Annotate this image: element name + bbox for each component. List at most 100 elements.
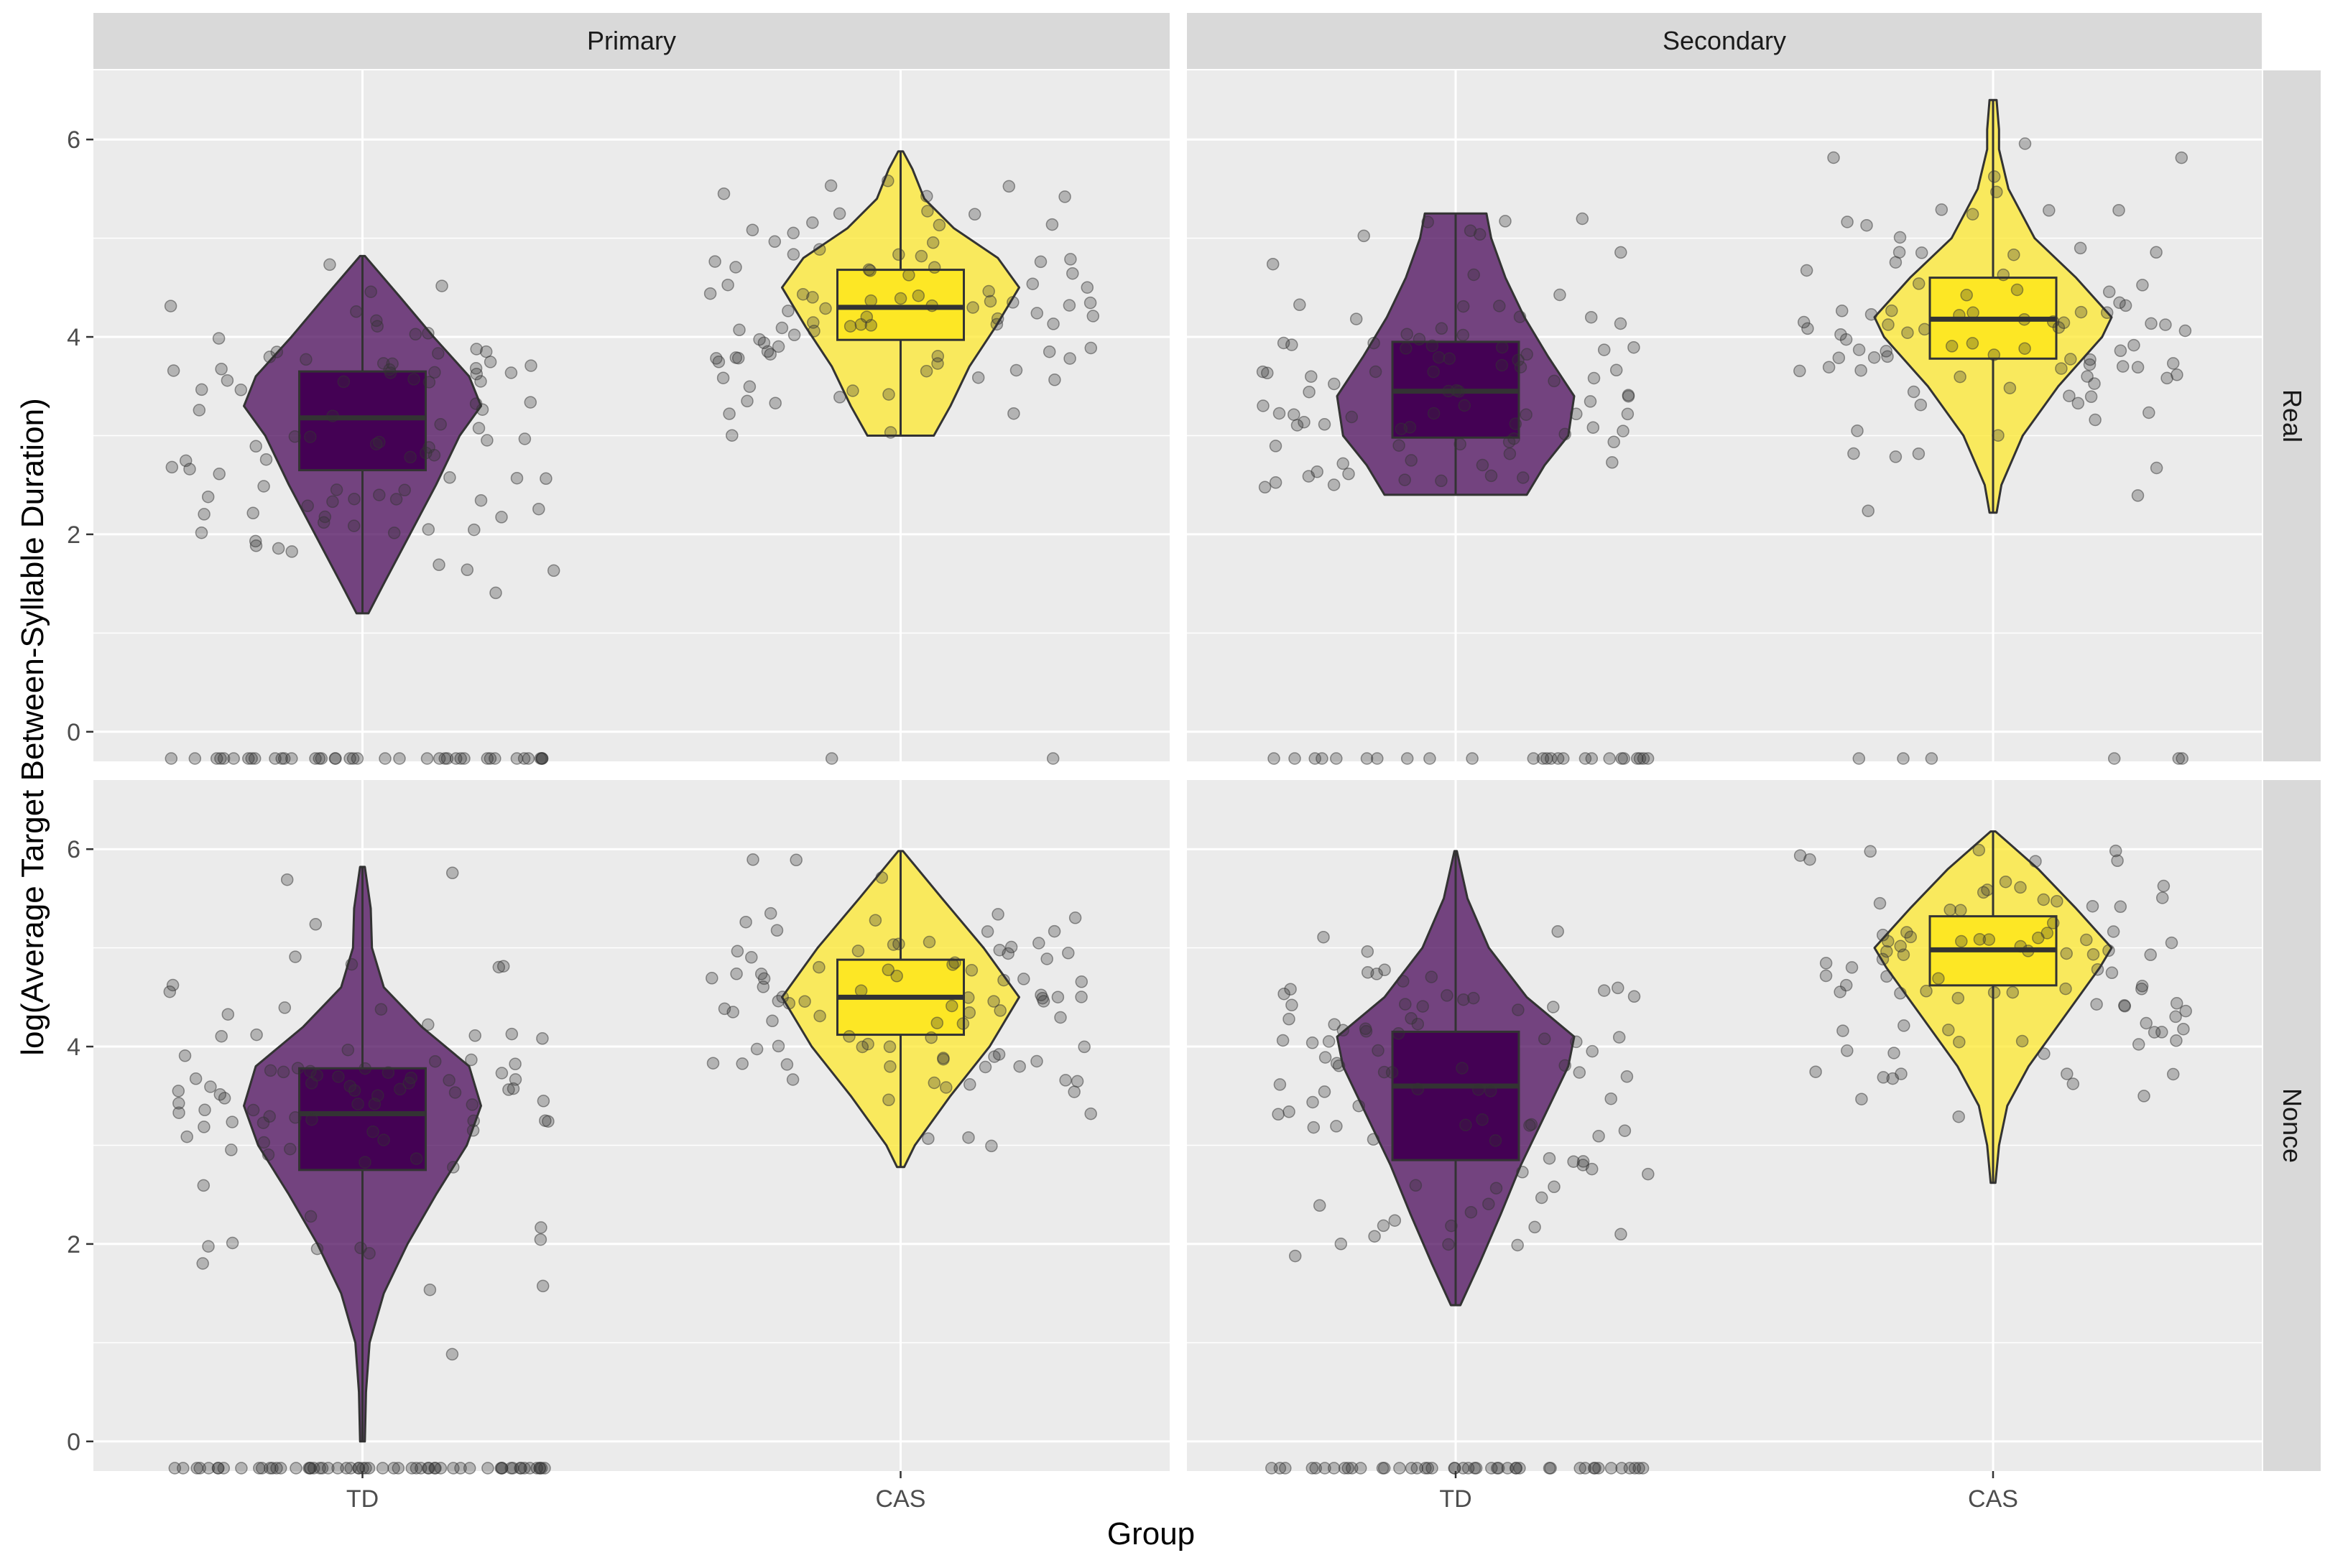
data-point-td [167,364,180,377]
data-point-td [341,1043,355,1057]
data-point-td [1464,1205,1478,1219]
data-point-td [1620,1070,1634,1083]
x-tick-label-cas: CAS [876,1485,926,1513]
floor-point-td [1628,1462,1642,1475]
data-point-td [1256,365,1270,379]
data-point-cas [1880,945,1893,958]
data-point-cas [743,380,757,394]
data-point-td [1400,342,1413,355]
data-point-td [434,418,447,431]
data-point-td [1411,1082,1425,1095]
floor-point-td [346,752,360,765]
data-point-cas [796,287,810,301]
data-point-td [197,1179,211,1192]
data-point-cas [1997,268,2010,282]
data-point-cas [787,226,800,240]
data-point-cas [2057,316,2071,330]
data-point-cas [1841,1044,1854,1057]
data-point-td [387,526,401,539]
data-point-td [178,1049,192,1062]
data-point-td [351,1098,364,1110]
data-point-td [1476,458,1489,472]
data-point-cas [1047,317,1060,330]
data-point-td [1587,371,1601,385]
data-point-td [368,1098,382,1110]
data-point-cas [2018,137,2032,150]
data-point-cas [2046,315,2060,328]
data-point-td [422,441,435,454]
floor-point-td [1419,1462,1432,1475]
data-point-cas [1048,924,1061,938]
data-point-td [386,357,399,371]
data-point-td [468,523,481,537]
data-point-td [1586,421,1600,434]
data-point-td [212,332,226,345]
data-point-cas [937,1052,950,1064]
data-point-td [1416,1000,1429,1013]
data-point-cas [2055,362,2068,375]
data-point-td [198,508,211,521]
floor-point-td [1623,1462,1637,1475]
data-point-td [262,1148,275,1161]
data-point-td [213,1087,227,1101]
data-point-cas [2178,324,2192,338]
floor-point-td [484,752,497,765]
data-point-cas [716,371,730,384]
data-point-td [288,430,302,443]
data-point-cas [940,1081,953,1094]
floor-point-cas [825,752,838,765]
data-point-td [1277,987,1290,1001]
floor-point-td [518,1462,531,1475]
floor-point-td [269,752,282,765]
floor-point-td [415,1462,427,1475]
data-point-td [489,586,502,600]
data-point-td [1318,1085,1331,1098]
data-point-cas [1007,407,1020,420]
data-point-cas [968,208,981,221]
data-point-cas [1836,1024,1849,1037]
data-point-cas [994,1004,1007,1017]
data-point-td [226,1115,239,1128]
data-point-cas [1992,429,2005,442]
data-point-cas [1030,307,1044,320]
data-point-cas [926,236,940,249]
data-point-cas [2166,357,2180,370]
floor-point-td [433,752,446,765]
data-point-cas [787,248,800,261]
data-point-cas [1045,218,1059,231]
data-point-td [366,1125,379,1138]
y-tick-label: 4 [67,324,80,351]
data-point-td [259,453,273,466]
data-point-cas [2143,406,2155,419]
data-point-cas [1885,304,1898,317]
data-point-td [1266,257,1280,271]
data-point-td [510,471,524,485]
floor-point-td [1540,752,1553,765]
floor-point-td [1400,752,1414,765]
data-point-cas [813,243,826,256]
data-point-td [1442,384,1455,398]
data-point-td [542,1115,555,1128]
data-point-td [172,1085,185,1098]
data-point-cas [861,1037,874,1051]
data-point-td [1614,1228,1627,1241]
data-point-td [1282,1013,1295,1026]
data-point-cas [1819,969,1833,983]
floor-point-td [1305,1462,1319,1475]
data-point-td [1398,473,1411,486]
data-point-cas [925,299,938,312]
data-point-cas [1889,450,1903,463]
data-point-cas [1048,374,1061,386]
floor-point-td [1585,752,1599,765]
data-point-td [409,328,422,341]
x-tick-label-td: TD [1439,1485,1471,1513]
data-point-td [536,1279,550,1293]
data-point-cas [1987,348,2001,361]
data-point-cas [1894,940,1907,953]
data-point-cas [1860,218,1873,232]
data-point-td [1369,365,1382,379]
data-point-cas [706,972,718,985]
data-point-td [1288,1249,1302,1263]
data-point-td [172,1097,185,1110]
